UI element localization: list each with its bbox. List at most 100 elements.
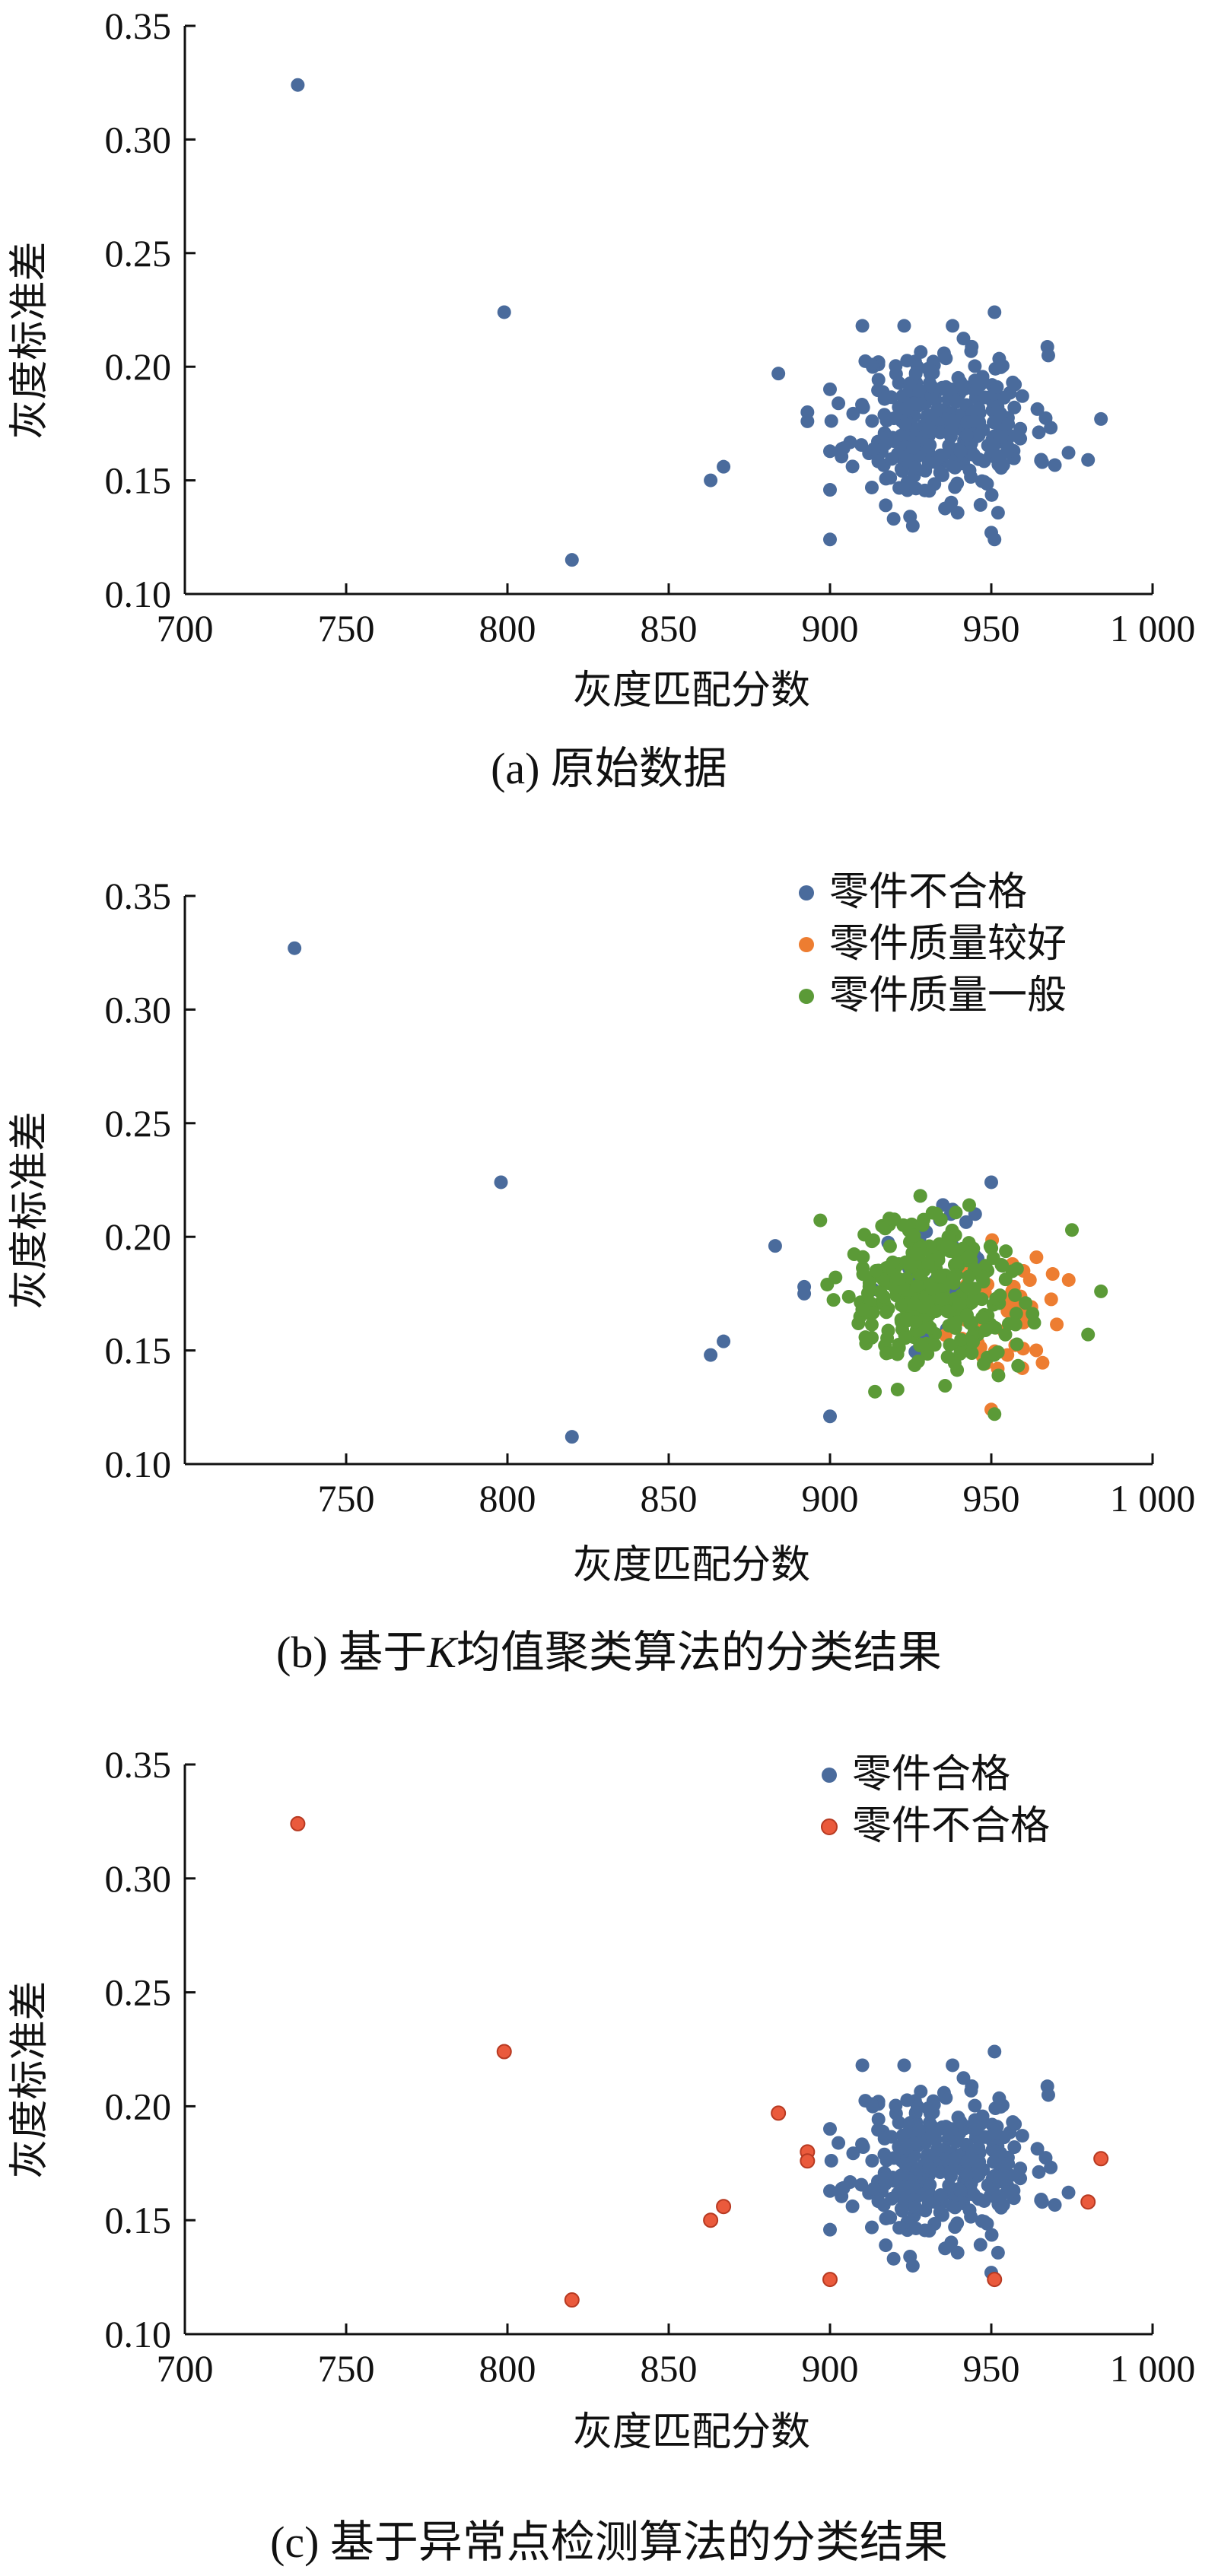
data-point (899, 402, 914, 416)
y-tick-label: 0.10 (105, 573, 172, 615)
data-point (862, 1279, 876, 1294)
data-point (921, 1256, 935, 1270)
data-point (1030, 2142, 1045, 2156)
data-point (906, 2181, 921, 2195)
data-point (703, 2212, 719, 2228)
data-point (923, 438, 937, 453)
data-point (823, 2222, 837, 2237)
data-point (854, 2177, 869, 2192)
data-point (972, 401, 986, 415)
data-point (968, 1282, 982, 1296)
data-point (897, 319, 911, 333)
data-point (878, 437, 892, 452)
data-point (989, 405, 1003, 419)
x-tick-label: 750 (318, 1477, 375, 1520)
data-point (855, 2058, 870, 2073)
data-point (828, 1270, 843, 1285)
data-point (564, 1430, 579, 1444)
data-point (948, 480, 962, 494)
data-point (946, 319, 960, 333)
data-point (924, 380, 939, 394)
series-0 (291, 78, 1108, 567)
data-point (716, 2199, 732, 2215)
data-point (879, 2152, 894, 2166)
data-point (935, 380, 949, 395)
data-point (1044, 1292, 1058, 1307)
data-point (953, 444, 968, 459)
data-point (949, 395, 964, 409)
data-point (1000, 445, 1014, 459)
y-tick-label: 0.20 (105, 345, 172, 388)
data-point (956, 2071, 971, 2085)
data-point (993, 2170, 1007, 2184)
data-point (965, 1346, 979, 1361)
data-point (865, 414, 879, 428)
data-point (986, 1251, 1000, 1266)
data-point (800, 414, 815, 428)
data-point (855, 319, 870, 333)
data-point (984, 526, 998, 540)
data-point (967, 2187, 981, 2202)
chart-b-caption: (b) 基于K均值聚类算法的分类结果 (0, 1616, 1218, 1680)
data-point (923, 2177, 937, 2192)
data-point (950, 2245, 965, 2260)
data-point (912, 383, 927, 398)
data-point (823, 483, 837, 497)
y-tick-label: 0.20 (105, 1215, 172, 1258)
data-point (813, 1213, 828, 1228)
y-tick-label: 0.30 (105, 988, 172, 1031)
data-point (978, 1323, 993, 1338)
data-point (924, 2119, 939, 2133)
series-1 (290, 1815, 1109, 2308)
data-point (864, 480, 879, 494)
data-point (1013, 2161, 1028, 2176)
data-point (949, 1256, 964, 1271)
data-point (949, 2134, 964, 2149)
data-point (908, 366, 923, 380)
legend-label: 零件不合格 (852, 1803, 1050, 1849)
data-point (987, 305, 1002, 319)
data-point (907, 1228, 921, 1243)
data-point (1000, 2185, 1014, 2200)
data-point (914, 2085, 928, 2099)
y-tick-label: 0.25 (105, 1971, 172, 2014)
data-point (984, 2228, 999, 2242)
data-point (954, 1332, 968, 1347)
data-point (889, 359, 903, 373)
data-point (987, 2044, 1002, 2059)
data-point (911, 1355, 925, 1369)
data-point (935, 2120, 949, 2134)
data-point (1045, 1267, 1060, 1282)
data-point (953, 2114, 968, 2129)
data-point (864, 2097, 879, 2111)
data-point (975, 370, 990, 384)
chart-b-caption-k: K (427, 1628, 456, 1677)
chart-c-caption: (c) 基于异常点检测算法的分类结果 (270, 2517, 948, 2567)
data-point (947, 1356, 962, 1371)
data-point (1034, 453, 1048, 467)
data-point (914, 1266, 929, 1281)
data-point (879, 1346, 894, 1361)
data-point (914, 1337, 929, 1352)
data-point (990, 2120, 1004, 2134)
data-point (1010, 1337, 1024, 1352)
data-point (879, 2238, 893, 2253)
data-point (854, 438, 869, 453)
data-point (845, 459, 860, 474)
data-point (952, 1296, 967, 1310)
series-2 (813, 1189, 1108, 1421)
data-point (843, 435, 857, 449)
data-point (922, 2161, 937, 2175)
data-point (994, 2200, 1008, 2215)
data-point (823, 2184, 837, 2198)
data-point (1038, 411, 1053, 425)
data-point (899, 2141, 914, 2155)
data-point (894, 1298, 908, 1312)
data-point (823, 1409, 837, 1424)
data-point (973, 2238, 987, 2252)
data-point (564, 553, 579, 567)
data-point (841, 1289, 856, 1304)
data-point (900, 354, 914, 368)
data-point (940, 1239, 955, 1253)
y-tick-label: 0.35 (105, 5, 172, 47)
